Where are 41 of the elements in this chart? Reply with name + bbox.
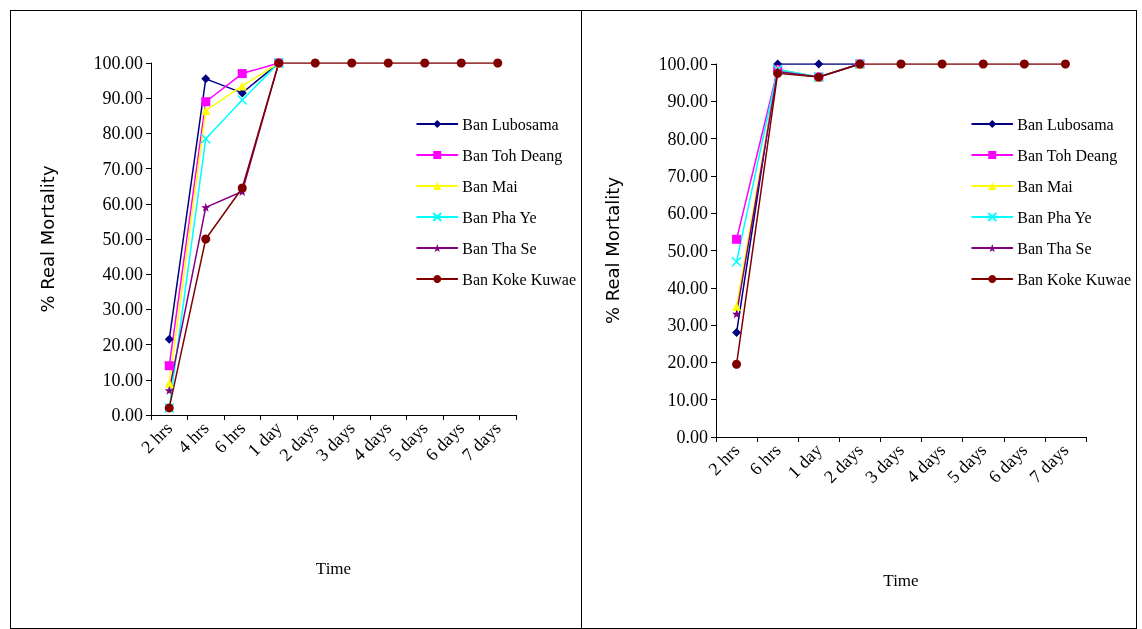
legend-label: Ban Tha Se <box>462 239 537 257</box>
y-axis-title: % Real Mortality <box>36 165 58 313</box>
legend-label: Ban Toh Deang <box>462 146 563 165</box>
x-tick-label: 6 hrs <box>210 417 250 458</box>
legend-label: Ban Toh Deang <box>1017 146 1118 165</box>
y-tick-label: 50.00 <box>667 240 708 261</box>
y-tick-label: 40.00 <box>667 277 708 298</box>
y-tick-label: 100.00 <box>658 54 708 74</box>
legend-label: Ban Lubosama <box>462 115 559 133</box>
y-tick-label: 0.00 <box>111 405 143 425</box>
y-tick-label: 70.00 <box>102 158 143 179</box>
y-tick-label: 40.00 <box>102 264 143 285</box>
y-tick-label: 100.00 <box>93 53 143 73</box>
y-tick-label: 80.00 <box>102 123 143 144</box>
legend-label: Ban Pha Ye <box>1017 208 1092 226</box>
y-tick-label: 20.00 <box>102 334 143 355</box>
y-tick-label: 50.00 <box>102 229 143 249</box>
x-axis-title: Time <box>315 559 352 578</box>
y-tick-label: 0.00 <box>676 427 708 447</box>
legend-label: Ban Pha Ye <box>462 208 537 226</box>
y-tick-label: 60.00 <box>667 203 708 224</box>
legend-label: Ban Koke Kuwae <box>1017 270 1132 288</box>
y-tick-label: 60.00 <box>102 193 143 214</box>
legend-label: Ban Koke Kuwae <box>462 270 577 288</box>
legend-label: Ban Mai <box>1017 177 1074 195</box>
y-tick-label: 30.00 <box>667 315 708 336</box>
legend-label: Ban Tha Se <box>1017 239 1092 257</box>
y-tick-label: 10.00 <box>667 389 708 410</box>
y-tick-label: 70.00 <box>667 165 708 186</box>
y-axis-title: % Real Mortality <box>601 176 623 325</box>
y-tick-label: 80.00 <box>667 128 708 149</box>
y-tick-label: 90.00 <box>667 91 708 112</box>
y-tick-label: 90.00 <box>102 88 143 109</box>
y-tick-label: 30.00 <box>102 299 143 320</box>
x-tick-label: 4 hrs <box>173 417 213 458</box>
legend-label: Ban Lubosama <box>1017 115 1114 133</box>
y-tick-label: 20.00 <box>667 352 708 373</box>
legend-label: Ban Mai <box>462 177 519 195</box>
x-tick-label: 6 hrs <box>745 439 785 480</box>
x-axis-title: Time <box>883 571 919 590</box>
y-tick-label: 10.00 <box>102 369 143 390</box>
